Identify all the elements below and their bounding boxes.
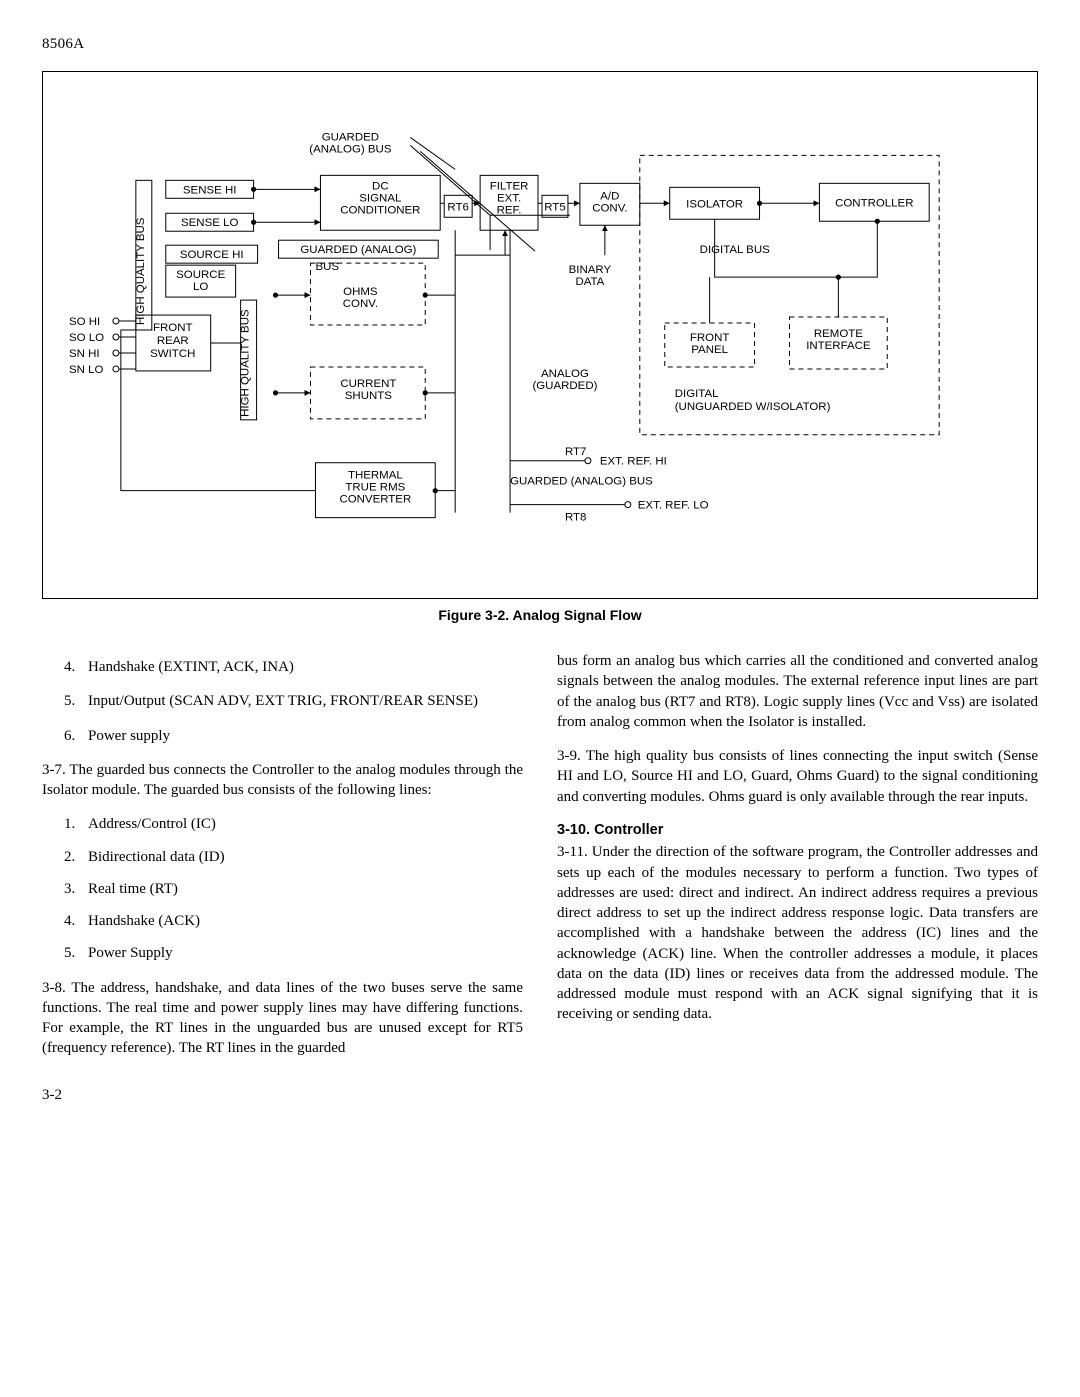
sense-hi-label: SENSE HI [183, 184, 237, 196]
list2-num-4: 5. [64, 943, 88, 963]
rt5-label: RT5 [544, 201, 565, 213]
ext-ref-lo-label: EXT. REF. LO [638, 500, 709, 512]
list1-text-0: Handshake (EXTINT, ACK, INA) [88, 657, 294, 677]
controller-label: CONTROLLER [835, 197, 913, 209]
guarded-analog-bus3-label: GUARDED (ANALOG) BUS [510, 476, 653, 488]
binary-data-label: BINARYDATA [569, 264, 612, 288]
page-number: 3-2 [42, 1087, 1038, 1104]
list1-text-1: Input/Output (SCAN ADV, EXT TRIG, FRONT/… [88, 691, 478, 711]
list1-num-0: 4. [64, 657, 88, 677]
hq-bus-label-2: HIGH QUALITY BUS [240, 309, 252, 417]
para-3-11: 3-11. Under the direction of the softwar… [557, 842, 1038, 1024]
guarded-bus-label: GUARDED(ANALOG) BUS [309, 131, 392, 155]
list1-num-1: 5. [64, 691, 88, 711]
figure-block-diagram: GUARDED(ANALOG) BUS HIGH QUALITY BUS SEN… [42, 71, 1038, 599]
digital-ungrd-label: DIGITAL(UNGUARDED W/ISOLATOR) [675, 388, 831, 413]
isolator-label: ISOLATOR [686, 198, 743, 210]
list2-text-3: Handshake (ACK) [88, 911, 200, 931]
list2-text-2: Real time (RT) [88, 879, 178, 899]
ad-conv-label: A/DCONV. [592, 190, 627, 214]
rt6-label: RT6 [447, 201, 468, 213]
front-panel-label: FRONTPANEL [690, 332, 730, 356]
guarded-analog-bus-inner-label: GUARDED (ANALOG) [300, 244, 416, 256]
list2-text-4: Power Supply [88, 943, 173, 963]
list1-text-2: Power supply [88, 726, 170, 746]
para-3-7: 3-7. The guarded bus connects the Contro… [42, 760, 523, 801]
bus-word-label: BUS [315, 261, 339, 273]
list1-num-2: 6. [64, 726, 88, 746]
analog-guarded-label: ANALOG(GUARDED) [532, 368, 597, 392]
list2-num-3: 4. [64, 911, 88, 931]
para-3-8: 3-8. The address, handshake, and data li… [42, 978, 523, 1059]
current-shunts-label: CURRENTSHUNTS [340, 378, 396, 402]
list2-text-0: Address/Control (IC) [88, 814, 216, 834]
list2-text-1: Bidirectional data (ID) [88, 847, 225, 867]
list2-num-1: 2. [64, 847, 88, 867]
source-lo-label: SOURCELO [176, 269, 225, 293]
rt7-label: RT7 [565, 446, 586, 458]
digital-bus-label: DIGITAL BUS [700, 244, 770, 256]
controller-subhead: 3-10. Controller [557, 821, 1038, 841]
so-hi-label: SO HI [69, 316, 100, 328]
list2-num-0: 1. [64, 814, 88, 834]
rt8-label: RT8 [565, 512, 586, 524]
sense-lo-label: SENSE LO [181, 217, 238, 229]
right-column: bus form an analog bus which carries all… [557, 651, 1038, 1073]
sn-lo-label: SN LO [69, 364, 103, 376]
analog-signal-flow-diagram: GUARDED(ANALOG) BUS HIGH QUALITY BUS SEN… [61, 100, 1019, 580]
para-continuation: bus form an analog bus which carries all… [557, 651, 1038, 732]
ext-ref-hi-label: EXT. REF. HI [600, 456, 667, 468]
front-rear-switch-label: FRONTREARSWITCH [150, 322, 195, 360]
list2-num-2: 3. [64, 879, 88, 899]
body-text-columns: 4.Handshake (EXTINT, ACK, INA) 5.Input/O… [42, 651, 1038, 1073]
model-header: 8506A [42, 36, 1038, 53]
figure-caption: Figure 3-2. Analog Signal Flow [42, 607, 1038, 623]
dc-signal-conditioner-label: DCSIGNALCONDITIONER [340, 180, 420, 216]
so-lo-label: SO LO [69, 332, 104, 344]
hq-bus-label-1: HIGH QUALITY BUS [135, 217, 147, 325]
thermal-rms-label: THERMALTRUE RMSCONVERTER [339, 470, 411, 506]
filter-ext-ref-label: FILTEREXT.REF. [490, 180, 529, 216]
sn-hi-label: SN HI [69, 348, 100, 360]
ohms-conv-label: OHMSCONV. [343, 286, 378, 310]
remote-interface-label: REMOTEINTERFACE [806, 328, 871, 352]
para-3-9: 3-9. The high quality bus consists of li… [557, 746, 1038, 807]
source-hi-label: SOURCE HI [180, 249, 244, 261]
left-column: 4.Handshake (EXTINT, ACK, INA) 5.Input/O… [42, 651, 523, 1073]
